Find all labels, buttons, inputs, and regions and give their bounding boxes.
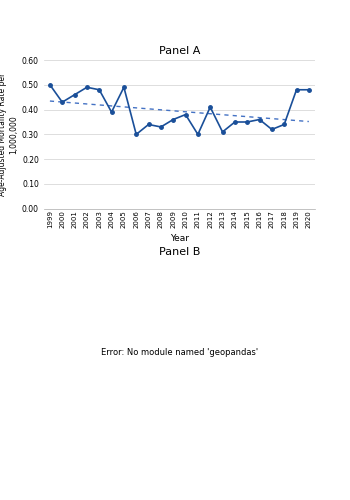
Title: Panel B: Panel B <box>159 247 200 257</box>
X-axis label: Year: Year <box>170 234 189 242</box>
Title: Panel A: Panel A <box>159 46 200 56</box>
Y-axis label: Age-Adjusted Mortality Rate per
1,000,000: Age-Adjusted Mortality Rate per 1,000,00… <box>0 73 18 196</box>
Text: Error: No module named 'geopandas': Error: No module named 'geopandas' <box>101 348 258 356</box>
